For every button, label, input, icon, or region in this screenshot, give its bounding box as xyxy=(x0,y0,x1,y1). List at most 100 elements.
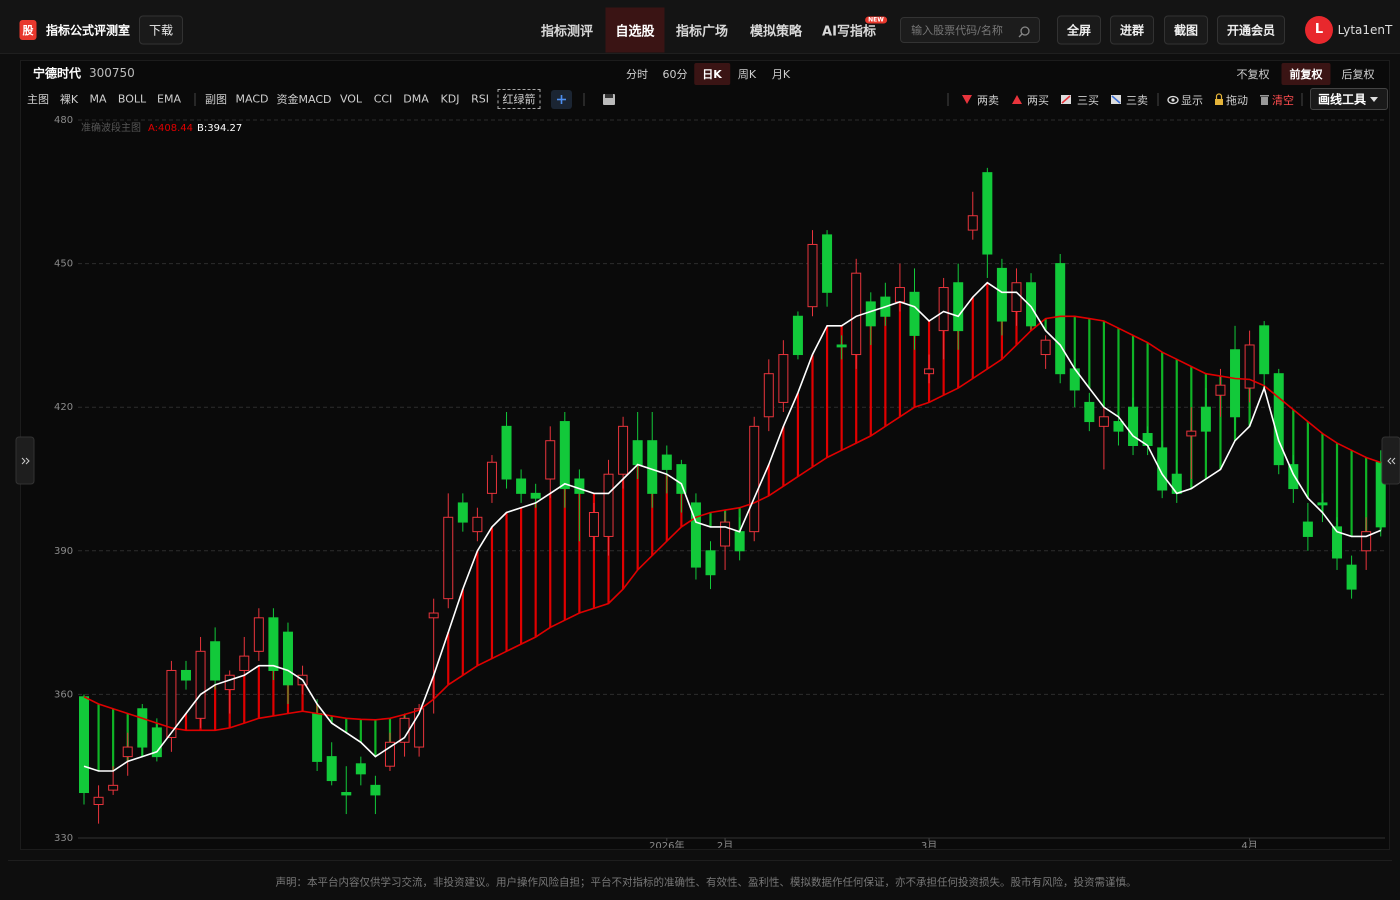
sub-indicator[interactable]: 资金MACD xyxy=(276,93,332,106)
x-tick-label: 2026年 xyxy=(649,839,684,848)
period-tab[interactable]: 分时 xyxy=(626,68,648,81)
candle-body xyxy=(1098,416,1109,427)
draw-action[interactable]: 拖动 xyxy=(1226,94,1248,107)
candle-body xyxy=(79,696,89,794)
candle-body xyxy=(355,763,366,775)
y-tick-label: 420 xyxy=(54,402,73,413)
header-button[interactable]: 截图 xyxy=(1163,15,1209,45)
candle-body xyxy=(1375,461,1386,528)
candle-body xyxy=(1157,447,1168,491)
search-box[interactable] xyxy=(900,17,1040,43)
period-tab[interactable]: 60分 xyxy=(662,68,688,81)
main-indicator[interactable]: MA xyxy=(89,92,107,106)
candle-body xyxy=(996,267,1007,322)
sub-indicator[interactable]: CCI xyxy=(373,92,393,106)
candle-body xyxy=(763,373,774,418)
period-tab[interactable]: 周K xyxy=(737,68,757,81)
draw-action[interactable]: 清空 xyxy=(1272,94,1294,107)
candle-body xyxy=(1302,521,1313,537)
candle-body xyxy=(384,741,395,767)
candle-body xyxy=(1273,373,1284,466)
candle-body xyxy=(1055,263,1066,375)
candle-body xyxy=(574,478,585,494)
x-tick-label: 2月 xyxy=(717,840,733,848)
draw-action[interactable]: 显示 xyxy=(1181,94,1203,107)
x-tick-label: 3月 xyxy=(921,840,937,848)
candle-body xyxy=(778,354,789,403)
add-indicator-button[interactable] xyxy=(551,90,572,109)
main-indicator[interactable]: 裸K xyxy=(59,93,79,106)
period-tab[interactable]: 日K xyxy=(694,63,730,85)
sub-label: 副图 xyxy=(205,93,227,106)
candle-body xyxy=(108,784,119,791)
download-button[interactable]: 下载 xyxy=(138,15,184,45)
main-label: 主图 xyxy=(27,93,49,106)
candle-body xyxy=(924,368,935,375)
candle-body xyxy=(938,287,949,332)
candle-body xyxy=(1244,344,1255,389)
draw-action[interactable]: 两卖 xyxy=(977,94,999,107)
main-indicator[interactable]: BOLL xyxy=(117,92,147,106)
candle-body xyxy=(807,243,818,308)
candle-body xyxy=(282,631,293,686)
logo: 股 xyxy=(19,20,37,40)
period-tab[interactable]: 月K xyxy=(771,68,791,81)
candle-body xyxy=(414,708,425,748)
candle-body xyxy=(1026,282,1037,327)
candle-body xyxy=(632,440,643,466)
candle-body xyxy=(443,516,454,600)
nav-item[interactable]: 指标广场 xyxy=(675,24,729,40)
y-tick-label: 390 xyxy=(54,546,73,557)
sub-indicator[interactable]: MACD xyxy=(235,92,269,106)
nav-item[interactable]: 模拟策略 xyxy=(749,24,803,40)
candle-body xyxy=(909,291,920,336)
candle-body xyxy=(822,234,833,293)
draw-action[interactable]: 三买 xyxy=(1077,94,1099,107)
candle-body xyxy=(1230,349,1241,418)
header-button[interactable]: 开通会员 xyxy=(1216,15,1286,45)
sub-indicator[interactable]: RSI xyxy=(471,92,489,106)
sub-indicator[interactable]: DMA xyxy=(403,92,429,106)
sub-indicator[interactable]: 红绿箭 xyxy=(497,89,541,109)
draw-action[interactable]: 两买 xyxy=(1027,94,1049,107)
header-button[interactable]: 全屏 xyxy=(1056,15,1102,45)
candle-body xyxy=(501,425,512,480)
candle-body xyxy=(792,315,803,356)
adjust-tab[interactable]: 不复权 xyxy=(1236,68,1270,81)
candle-body xyxy=(894,287,905,303)
search-placeholder[interactable]: 输入股票代码/名称 xyxy=(911,24,1003,37)
adjust-tab[interactable]: 后复权 xyxy=(1341,68,1375,81)
sub-indicator[interactable]: VOL xyxy=(339,92,363,106)
candle-body xyxy=(661,454,672,470)
username[interactable]: Lyta1enT xyxy=(1337,23,1393,37)
app-name: 指标公式评测室 xyxy=(45,23,131,38)
main-indicator[interactable]: EMA xyxy=(157,92,181,106)
nav-item[interactable]: 指标测评 xyxy=(540,24,594,40)
draw-tool-label[interactable]: 画线工具 xyxy=(1317,92,1367,107)
candle-body xyxy=(953,282,964,332)
candle-body xyxy=(370,784,381,796)
draw-tool-button[interactable] xyxy=(1310,88,1388,110)
stock-code: 300750 xyxy=(89,66,135,80)
candle-body xyxy=(967,215,978,231)
nav-item[interactable]: 自选股 xyxy=(605,7,665,53)
avatar[interactable]: L xyxy=(1305,16,1333,44)
y-tick-label: 360 xyxy=(54,689,73,700)
candle-body xyxy=(676,464,687,494)
candle-body xyxy=(326,756,337,782)
candle-body xyxy=(137,708,148,748)
adjust-tab[interactable]: 前复权 xyxy=(1281,63,1331,85)
legend-a: A:408.44 xyxy=(148,123,193,134)
legend-b: B:394.27 xyxy=(197,123,242,134)
nav-item[interactable]: AI写指标 xyxy=(822,24,876,40)
draw-action[interactable]: 三卖 xyxy=(1126,94,1148,107)
candle-body xyxy=(1346,564,1357,590)
candle-body xyxy=(734,531,745,552)
candle-body xyxy=(1113,421,1124,432)
candle-body xyxy=(865,301,876,327)
sub-indicator[interactable]: KDJ xyxy=(440,92,460,106)
header-button[interactable]: 进群 xyxy=(1109,15,1155,45)
candle-body xyxy=(224,674,235,691)
candle-body xyxy=(559,421,570,490)
stock-name: 宁德时代 xyxy=(33,66,82,81)
